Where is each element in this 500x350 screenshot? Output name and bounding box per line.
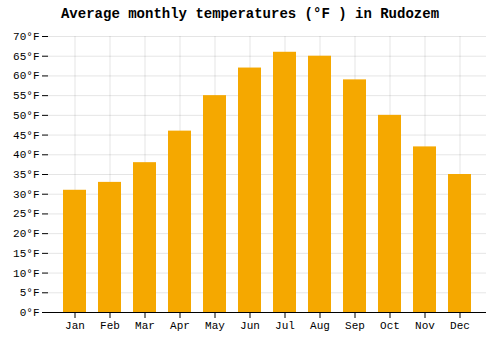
svg-text:30°F: 30°F	[13, 189, 39, 201]
svg-text:May: May	[205, 320, 225, 332]
svg-text:15°F: 15°F	[13, 248, 39, 260]
svg-text:Apr: Apr	[170, 320, 190, 332]
svg-text:Sep: Sep	[345, 320, 365, 332]
svg-text:70°F: 70°F	[13, 31, 39, 43]
svg-text:45°F: 45°F	[13, 130, 39, 142]
svg-text:Jan: Jan	[65, 320, 85, 332]
svg-text:20°F: 20°F	[13, 228, 39, 240]
svg-text:Dec: Dec	[450, 320, 470, 332]
svg-text:Jun: Jun	[240, 320, 260, 332]
svg-text:Feb: Feb	[100, 320, 120, 332]
svg-text:55°F: 55°F	[13, 90, 39, 102]
svg-text:65°F: 65°F	[13, 51, 39, 63]
svg-text:Aug: Aug	[310, 320, 330, 332]
svg-text:35°F: 35°F	[13, 169, 39, 181]
svg-text:0°F: 0°F	[20, 307, 40, 319]
svg-text:Mar: Mar	[135, 320, 155, 332]
svg-text:5°F: 5°F	[20, 287, 40, 299]
svg-text:10°F: 10°F	[13, 268, 39, 280]
html-text:Average monthly temperatures (: Average monthly temperatures (°F ) in Ru…	[61, 6, 439, 22]
svg-text:Oct: Oct	[380, 320, 400, 332]
svg-text:50°F: 50°F	[13, 110, 39, 122]
svg-text:Nov: Nov	[415, 320, 435, 332]
svg-text:60°F: 60°F	[13, 70, 39, 82]
svg-text:25°F: 25°F	[13, 208, 39, 220]
svg-text:Jul: Jul	[275, 320, 295, 332]
svg-text:40°F: 40°F	[13, 149, 39, 161]
